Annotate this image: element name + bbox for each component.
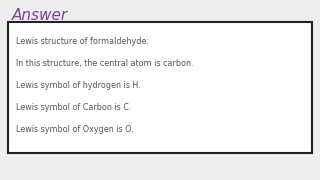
Text: Lewis symbol of Oxygen is O.: Lewis symbol of Oxygen is O.	[16, 125, 134, 134]
Text: In this structure, the central atom is carbon.: In this structure, the central atom is c…	[16, 59, 194, 68]
Text: Lewis structure of formaldehyde:: Lewis structure of formaldehyde:	[16, 37, 149, 46]
Bar	[8, 22, 312, 153]
Text: Lewis symbol of Carbon is C.: Lewis symbol of Carbon is C.	[16, 103, 132, 112]
Text: Answer: Answer	[12, 8, 68, 23]
Text: Lewis symbol of hydrogen is H.: Lewis symbol of hydrogen is H.	[16, 81, 140, 90]
